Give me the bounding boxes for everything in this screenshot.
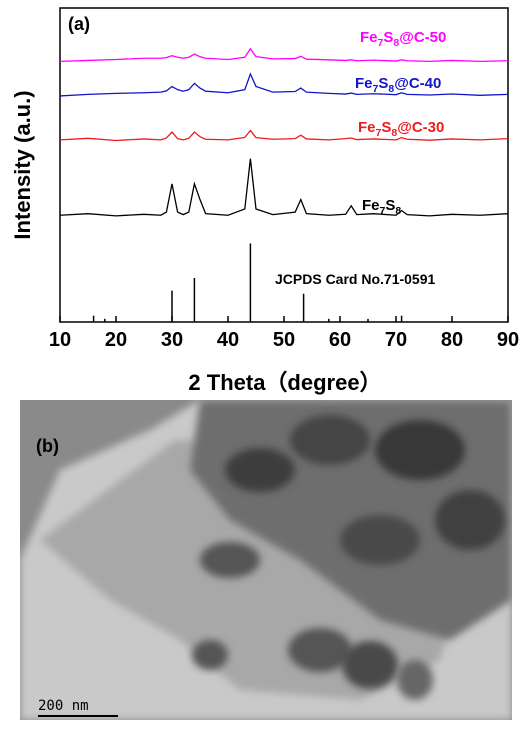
scale-bar-label: 200 nm: [38, 698, 89, 714]
xrd-trace: [59, 72, 509, 97]
xrd-trace: [59, 47, 509, 63]
legend-label: Fe7S8@C-50: [360, 29, 446, 49]
x-axis-label: 2 Theta（degree）: [188, 370, 381, 395]
x-tick-label: 90: [497, 329, 519, 351]
panel-label: (b): [36, 436, 59, 456]
x-tick-label: 20: [105, 329, 127, 351]
x-tick-label: 80: [441, 329, 463, 351]
y-axis-label: Intensity (a.u.): [10, 90, 35, 239]
xrd-trace: [59, 158, 509, 217]
x-tick-label: 50: [273, 329, 295, 351]
legend-label: Fe7S8: [362, 197, 401, 217]
x-tick-label: 40: [217, 329, 239, 351]
xrd-trace: [59, 129, 509, 142]
legend-label: Fe7S8@C-40: [355, 75, 441, 95]
reference-label: JCPDS Card No.71-0591: [275, 271, 436, 287]
x-tick-label: 10: [49, 329, 71, 351]
x-tick-label: 70: [385, 329, 407, 351]
tem-image: [20, 400, 512, 720]
x-tick-label: 30: [161, 329, 183, 351]
panel-label: (a): [68, 14, 90, 34]
x-tick-label: 60: [329, 329, 351, 351]
legend-label: Fe7S8@C-30: [358, 119, 444, 139]
